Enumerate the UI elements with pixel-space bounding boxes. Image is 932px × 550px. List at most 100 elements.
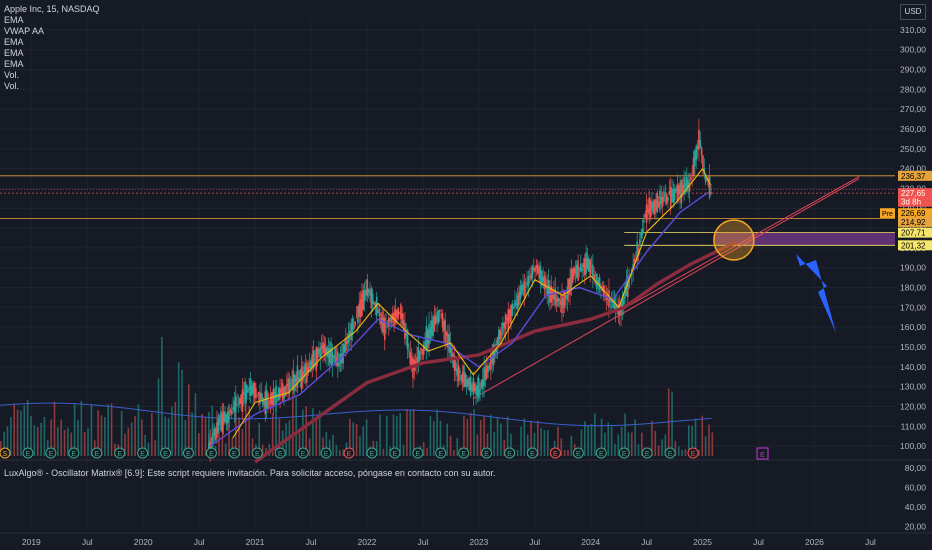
event-marker: [412, 447, 424, 459]
indicator-ema-3[interactable]: EMA: [4, 48, 24, 58]
candle-body: [687, 179, 689, 187]
candle-body: [365, 289, 367, 295]
candle-body: [238, 397, 241, 405]
event-marker-label: E: [530, 451, 535, 458]
indicator-vol-2[interactable]: Vol.: [4, 81, 20, 91]
event-marker-label: E: [668, 451, 673, 458]
volume-bar: [479, 419, 482, 456]
y-tick-label: 300,00: [900, 45, 926, 55]
candle-body: [516, 295, 519, 309]
indicator-ema-4[interactable]: EMA: [4, 59, 24, 69]
candle-body: [335, 356, 338, 366]
volume-bar: [620, 427, 623, 456]
volume-bar: [637, 444, 640, 456]
indicator-ema-2[interactable]: EMA: [4, 37, 24, 47]
volume-bar: [486, 433, 489, 456]
candle-body: [637, 248, 640, 253]
event-marker-label: E: [370, 451, 375, 458]
candle-body: [421, 349, 424, 355]
volume-bar: [466, 419, 469, 456]
event-marker-label: E: [461, 451, 466, 458]
candle-body: [232, 407, 234, 410]
candle-body: [361, 293, 363, 316]
volume-bar: [87, 428, 89, 456]
price-label: 207,71: [901, 229, 926, 238]
candle-body: [696, 145, 699, 150]
volume-bar: [60, 419, 63, 456]
volume-bar: [147, 442, 150, 456]
volume-bar: [654, 430, 657, 456]
candle-body: [694, 150, 696, 167]
currency-button[interactable]: USD: [900, 4, 926, 20]
candle-body: [704, 174, 707, 183]
event-marker-label: E: [484, 451, 489, 458]
x-tick-label: 2025: [693, 537, 712, 547]
candle-body: [248, 387, 250, 391]
event-marker: [641, 447, 653, 459]
y-tick-label: 120,00: [900, 401, 926, 411]
indicator-vwap[interactable]: VWAP AA: [4, 26, 45, 36]
candle-body: [390, 317, 393, 323]
volume-bar: [67, 427, 69, 456]
candle-body: [488, 365, 491, 369]
candle-body: [613, 299, 616, 310]
candle-body: [653, 199, 656, 215]
candle-body: [406, 329, 409, 350]
volume-bar: [711, 432, 714, 456]
candle-body: [383, 317, 386, 341]
candle-body: [370, 288, 373, 309]
candle-body: [296, 365, 299, 388]
event-marker-label: E: [599, 451, 604, 458]
x-tick-label: Jul: [194, 537, 205, 547]
candle-body: [636, 241, 638, 262]
candle-body: [410, 356, 413, 365]
candle-body: [433, 315, 436, 332]
event-marker: [389, 447, 401, 459]
candle-body: [571, 268, 574, 283]
candle-body: [562, 297, 565, 309]
volume-bar: [701, 415, 704, 456]
candle-body: [394, 308, 397, 323]
candle-body: [657, 201, 660, 207]
candle-body: [299, 370, 301, 381]
candle-body: [438, 310, 441, 312]
candle-body: [504, 314, 507, 330]
candle-body: [624, 286, 626, 298]
candle-body: [315, 347, 318, 371]
candle-body: [498, 329, 500, 348]
volume-bar: [167, 418, 170, 456]
volume-bar: [379, 414, 381, 456]
volume-bar: [120, 410, 123, 456]
indicator-ema-1[interactable]: EMA: [4, 15, 24, 25]
candle-body: [626, 276, 629, 298]
volume-bar: [124, 433, 126, 456]
x-tick-label: 2020: [134, 537, 153, 547]
indicator-vol-1[interactable]: Vol.: [4, 70, 20, 80]
volume-bar: [305, 406, 308, 456]
volume-bar: [449, 435, 452, 456]
candle-body: [468, 378, 471, 390]
candle-body: [473, 383, 476, 391]
candle-body: [263, 399, 265, 406]
candle-body: [530, 273, 532, 280]
candle-body: [320, 345, 323, 349]
candle-body: [363, 290, 366, 302]
candle-body: [677, 185, 680, 195]
candle-body: [375, 296, 378, 316]
pre-tag: [880, 208, 895, 219]
candle-body: [256, 394, 259, 396]
volume-bar: [490, 414, 492, 456]
volume-bar: [543, 430, 546, 456]
y-tick-label: 260,00: [900, 124, 926, 134]
event-marker-label: E: [163, 451, 168, 458]
candle-body: [647, 208, 649, 213]
volume-bar: [600, 418, 603, 456]
candle-body: [441, 313, 444, 328]
event-marker-label: S: [3, 451, 8, 458]
price-label: 201,32: [901, 241, 926, 250]
volume-bar: [20, 410, 22, 456]
symbol-title[interactable]: Apple Inc, 15, NASDAQ: [4, 4, 100, 14]
volume-bar: [500, 423, 502, 456]
candle-body: [218, 420, 221, 423]
